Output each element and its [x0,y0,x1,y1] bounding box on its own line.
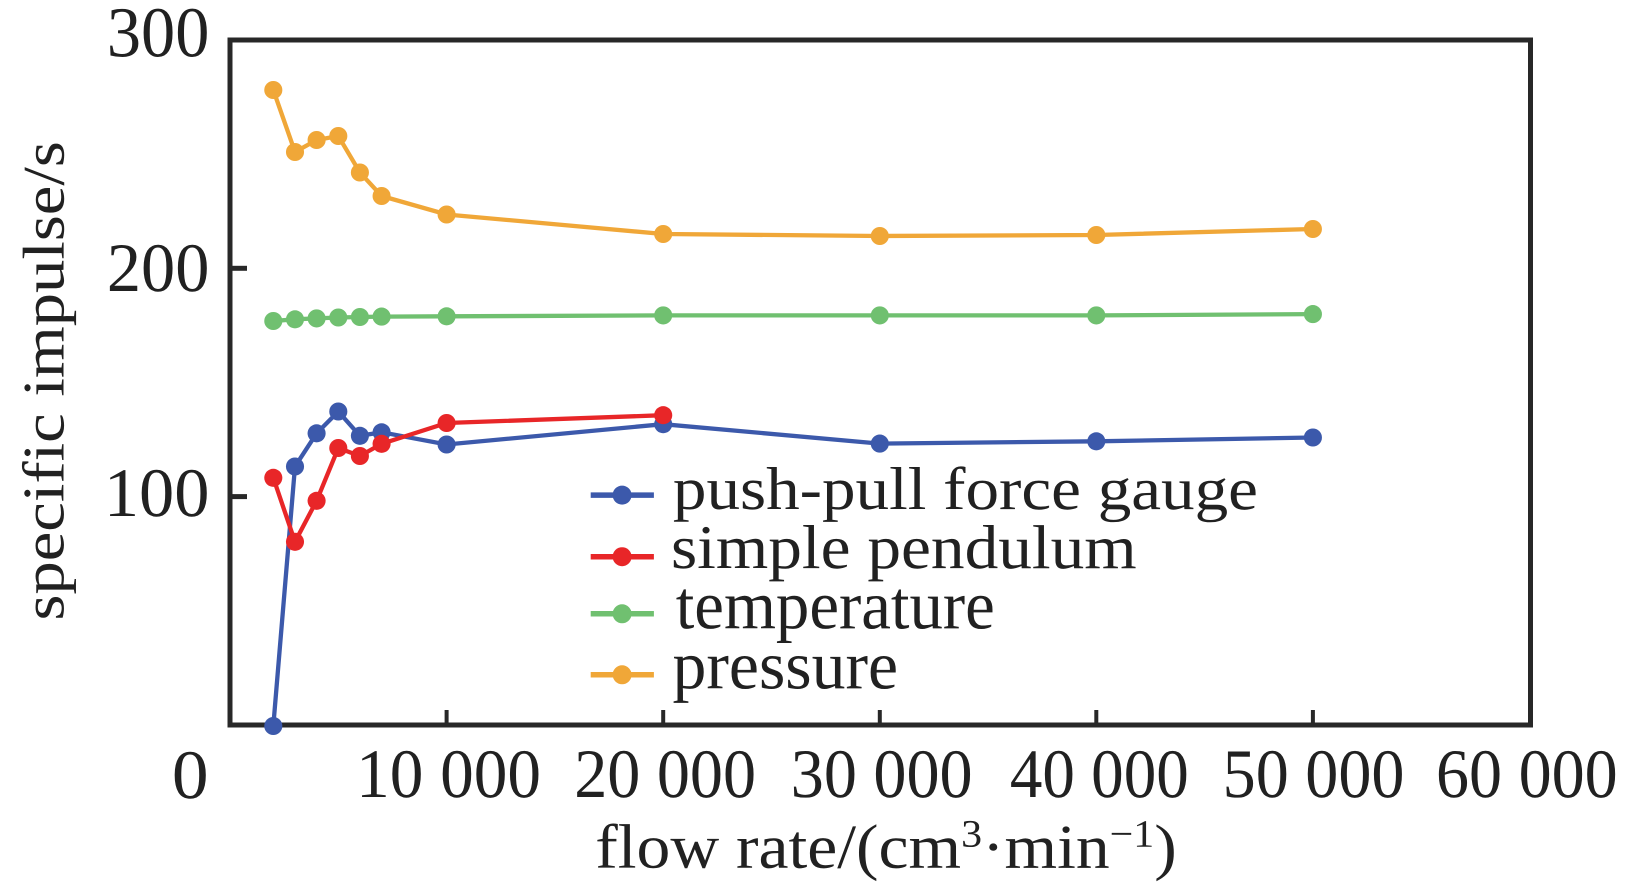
svg-text:200: 200 [107,229,209,306]
svg-text:40 000: 40 000 [1010,735,1189,813]
svg-text:20 000: 20 000 [574,736,756,813]
svg-text:30 000: 30 000 [791,736,973,813]
svg-text:flow rate/(cm3·min−1): flow rate/(cm3·min−1) [595,812,1176,883]
svg-text:100: 100 [104,455,210,532]
svg-text:temperature: temperature [676,566,995,643]
svg-text:300: 300 [107,0,209,73]
svg-text:specific impulse/s: specific impulse/s [11,141,77,620]
svg-text:60 000: 60 000 [1436,735,1618,812]
svg-text:50 000: 50 000 [1223,736,1405,813]
svg-text:10 000: 10 000 [356,735,541,812]
svg-text:pressure: pressure [673,627,899,704]
svg-text:0: 0 [172,737,209,814]
svg-text:push-pull force gauge: push-pull force gauge [673,455,1258,523]
svg-text:simple pendulum: simple pendulum [671,513,1137,582]
